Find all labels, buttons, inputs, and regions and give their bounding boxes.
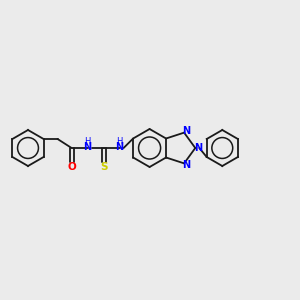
Text: N: N bbox=[182, 160, 190, 170]
Text: H: H bbox=[84, 137, 91, 146]
Text: N: N bbox=[83, 142, 92, 152]
Text: O: O bbox=[67, 162, 76, 172]
Text: N: N bbox=[194, 143, 202, 153]
Text: N: N bbox=[182, 126, 190, 136]
Text: N: N bbox=[116, 142, 124, 152]
Text: H: H bbox=[116, 137, 123, 146]
Text: S: S bbox=[100, 162, 107, 172]
